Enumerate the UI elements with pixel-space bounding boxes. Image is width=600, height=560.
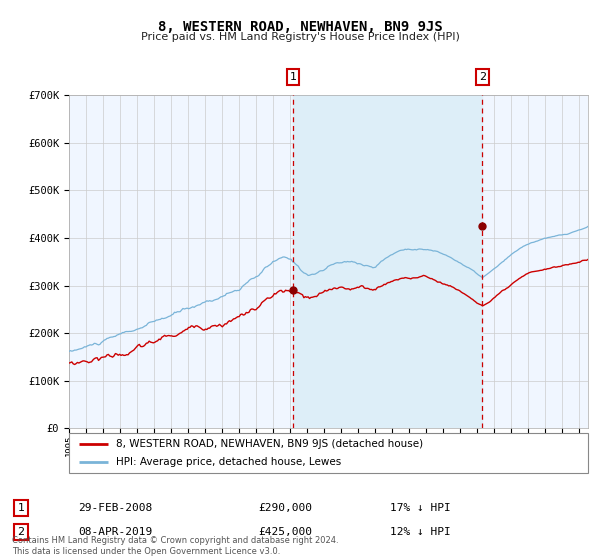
Text: 17% ↓ HPI: 17% ↓ HPI bbox=[390, 503, 451, 513]
Text: 2: 2 bbox=[479, 72, 486, 82]
Text: 2: 2 bbox=[17, 527, 25, 537]
Text: 29-FEB-2008: 29-FEB-2008 bbox=[78, 503, 152, 513]
Text: 1: 1 bbox=[290, 72, 296, 82]
Text: Price paid vs. HM Land Registry's House Price Index (HPI): Price paid vs. HM Land Registry's House … bbox=[140, 32, 460, 43]
Text: 1: 1 bbox=[17, 503, 25, 513]
Text: £425,000: £425,000 bbox=[258, 527, 312, 537]
Text: 8, WESTERN ROAD, NEWHAVEN, BN9 9JS: 8, WESTERN ROAD, NEWHAVEN, BN9 9JS bbox=[158, 20, 442, 34]
Text: HPI: Average price, detached house, Lewes: HPI: Average price, detached house, Lewe… bbox=[116, 458, 341, 467]
Text: 12% ↓ HPI: 12% ↓ HPI bbox=[390, 527, 451, 537]
Text: £290,000: £290,000 bbox=[258, 503, 312, 513]
Text: 8, WESTERN ROAD, NEWHAVEN, BN9 9JS (detached house): 8, WESTERN ROAD, NEWHAVEN, BN9 9JS (deta… bbox=[116, 439, 423, 449]
Text: Contains HM Land Registry data © Crown copyright and database right 2024.
This d: Contains HM Land Registry data © Crown c… bbox=[12, 536, 338, 556]
Bar bbox=[293, 95, 482, 428]
FancyBboxPatch shape bbox=[69, 433, 588, 473]
Text: 08-APR-2019: 08-APR-2019 bbox=[78, 527, 152, 537]
